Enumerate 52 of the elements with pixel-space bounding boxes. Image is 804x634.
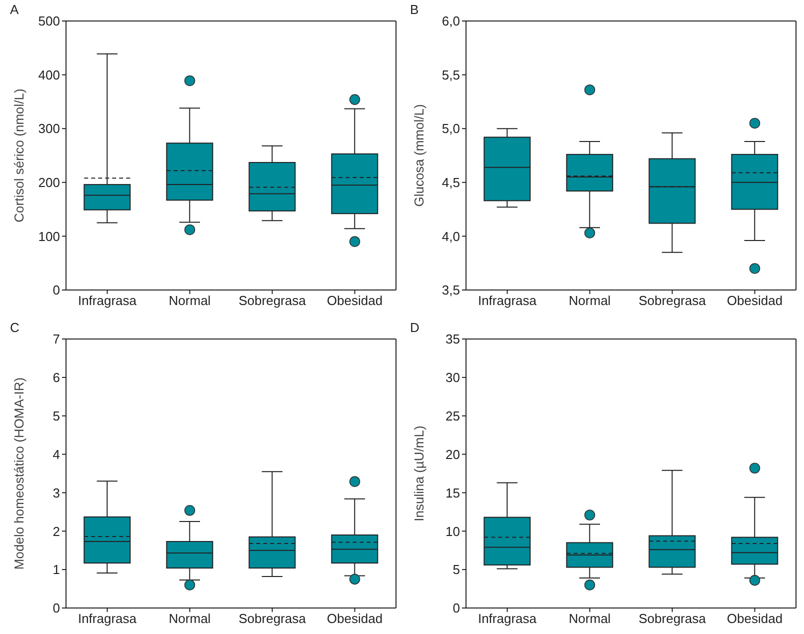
y-tick-label: 20 (446, 446, 460, 462)
x-tick-label: Obesidad (326, 293, 383, 308)
x-tick-label: Sobregrasa (638, 293, 707, 308)
y-tick-label: 500 (38, 14, 60, 29)
x-tick-label: Infragrasa (478, 293, 538, 308)
y-tick-label: 3,5 (442, 282, 460, 298)
y-tick-label: 0 (452, 600, 460, 616)
y-tick-label: 4 (52, 446, 60, 462)
y-tick-label: 5 (452, 562, 460, 578)
x-tick-label: Sobregrasa (638, 611, 707, 626)
x-tick-label: Normal (568, 611, 611, 626)
y-tick-label: 100 (38, 228, 60, 244)
x-tick-label: Normal (568, 293, 611, 308)
y-tick-label: 1 (52, 562, 60, 578)
x-tick-label: Sobregrasa (238, 611, 307, 626)
y-tick-label: 5,5 (442, 67, 460, 82)
chart-title: C (10, 320, 20, 335)
y-tick-label: 200 (38, 175, 60, 190)
x-tick-label: Infragrasa (478, 611, 538, 626)
y-tick-label: 4,5 (442, 175, 460, 190)
y-tick-label: 10 (446, 524, 460, 539)
y-tick-label: 0 (52, 600, 60, 616)
x-tick-label: Sobregrasa (238, 293, 307, 308)
y-tick-label: 300 (38, 121, 60, 136)
y-tick-label: 2 (52, 524, 60, 539)
chart-title: B (410, 2, 419, 17)
x-tick-label: Obesidad (726, 293, 783, 308)
y-tick-label: 6,0 (442, 14, 460, 29)
y-axis-title: Modelo homeostático (HOMA-IR) (12, 377, 27, 570)
x-tick-label: Infragrasa (78, 611, 138, 626)
x-tick-label: Obesidad (326, 611, 383, 626)
y-tick-label: 35 (446, 332, 460, 347)
y-tick-label: 30 (446, 370, 460, 386)
y-axis-title: Glucosa (mmol/L) (412, 104, 427, 207)
chart-title: A (10, 2, 19, 17)
y-tick-label: 5,0 (442, 121, 460, 136)
y-tick-label: 0 (52, 282, 60, 298)
y-tick-label: 3 (52, 485, 60, 500)
y-axis-title: Cortisol sérico (nmol/L) (12, 88, 27, 222)
y-tick-label: 15 (446, 485, 460, 500)
chart-title: D (410, 320, 420, 335)
y-tick-label: 7 (52, 332, 60, 347)
y-tick-label: 25 (446, 408, 460, 424)
y-axis-title: Insulina (µU/mL) (412, 426, 427, 522)
x-tick-label: Normal (168, 611, 211, 626)
x-tick-label: Obesidad (726, 611, 783, 626)
y-tick-label: 400 (38, 67, 60, 82)
x-tick-label: Infragrasa (78, 293, 138, 308)
y-tick-label: 4,0 (442, 228, 460, 244)
y-tick-label: 5 (52, 408, 60, 424)
x-tick-label: Normal (168, 293, 211, 308)
y-tick-label: 6 (52, 370, 60, 386)
